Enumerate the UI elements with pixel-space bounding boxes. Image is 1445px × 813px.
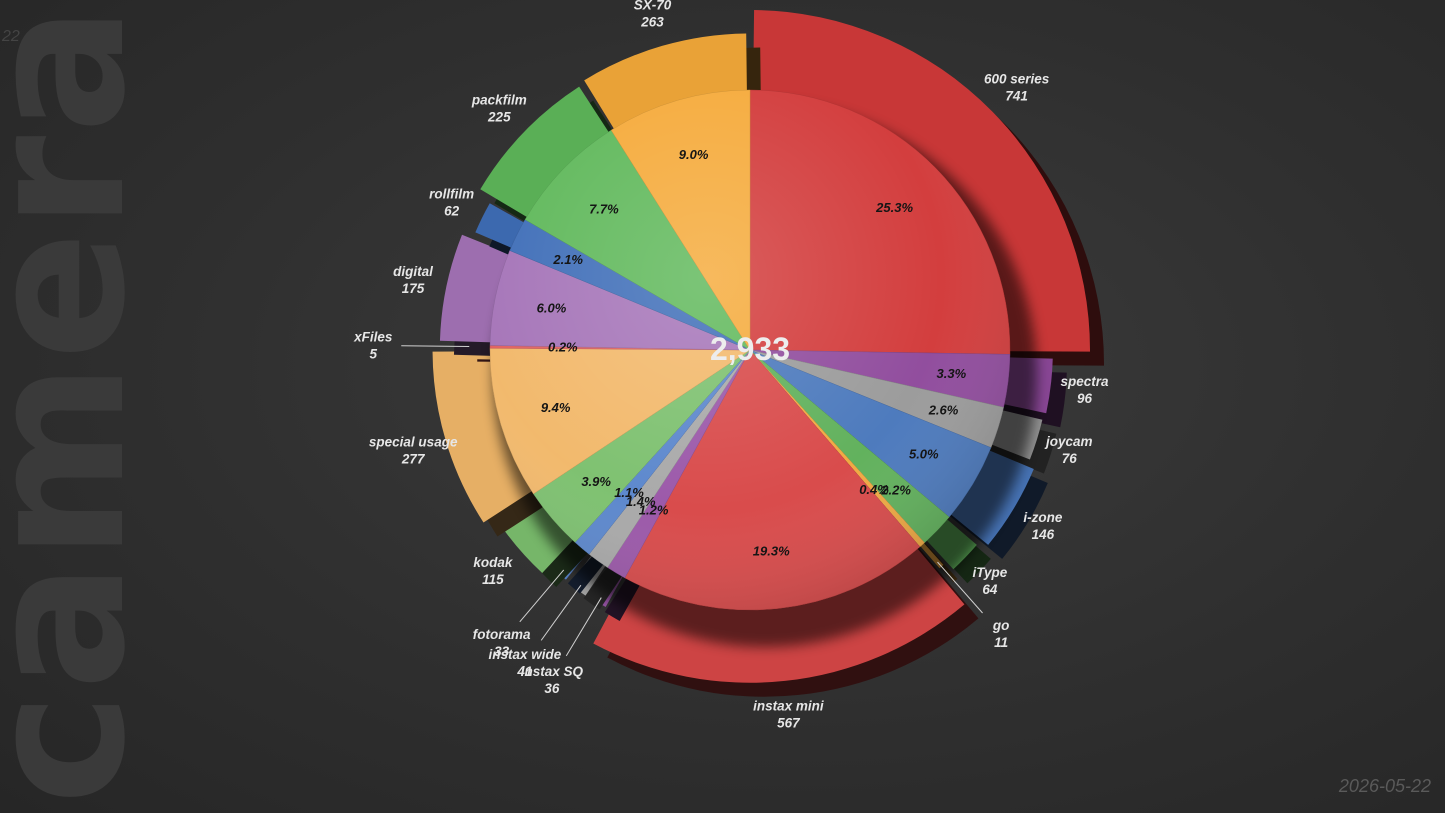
label-name-instax-wide: instax wide (488, 647, 561, 662)
label-name-special-usage: special usage (369, 434, 458, 449)
percent-rollfilm: 2.1% (552, 252, 583, 267)
label-value-special-usage: 277 (401, 451, 426, 466)
percent-instax-sq: 1.2% (639, 502, 669, 517)
label-kodak: kodak 115 (473, 555, 514, 587)
leader-lines (401, 345, 983, 657)
leader-instax-wide (540, 584, 582, 641)
label-name-600-series: 600 series (984, 72, 1050, 87)
percent-600-series: 25.3% (875, 200, 913, 215)
percent-digital: 6.0% (537, 301, 567, 316)
label-name-sx-70: SX-70 (634, 0, 672, 12)
label-value-packfilm: 225 (487, 110, 511, 125)
percent-labels: 25.3% 3.3% 2.6% 5.0% 2.2%0.4% 19.3% 1.2%1.4%1.… (537, 147, 967, 558)
leader-xfiles (401, 345, 470, 348)
label-special-usage: special usage 277 (369, 434, 458, 466)
label-name-digital: digital (393, 264, 433, 279)
label-spectra: spectra 96 (1060, 374, 1109, 406)
corner-number: 22 (2, 28, 20, 45)
percent-kodak: 3.9% (581, 474, 611, 489)
percent-itype: 2.2% (880, 483, 911, 498)
label-itype: iType 64 (973, 565, 1008, 597)
percent-xfiles: 0.2% (548, 340, 578, 355)
label-name-i-zone: i-zone (1023, 510, 1062, 525)
label-name-spectra: spectra (1060, 374, 1109, 389)
label-value-instax-sq: 36 (544, 681, 560, 696)
label-name-rollfilm: rollfilm (429, 187, 474, 202)
label-name-joycam: joycam (1044, 434, 1093, 449)
percent-fotorama: 1.1% (614, 485, 644, 500)
label-value-xfiles: 5 (370, 346, 378, 361)
label-value-digital: 175 (402, 281, 425, 296)
label-sx-70: SX-70 263 (634, 0, 672, 29)
percent-packfilm: 7.7% (589, 201, 619, 216)
label-value-rollfilm: 62 (444, 204, 460, 219)
percent-spectra: 3.3% (937, 366, 967, 381)
label-value-fotorama: 33 (494, 644, 510, 659)
label-fotorama: fotorama 33 (473, 627, 531, 659)
label-value-go: 11 (994, 635, 1008, 650)
percent-instax-mini: 19.3% (753, 544, 790, 559)
leader-go (937, 561, 983, 614)
label-i-zone: i-zone 146 (1023, 510, 1062, 542)
label-name-fotorama: fotorama (473, 627, 531, 642)
label-value-instax-wide: 41 (516, 664, 532, 679)
label-joycam: joycam 76 (1044, 434, 1093, 466)
label-xfiles: xFiles 5 (353, 329, 393, 361)
label-packfilm: packfilm 225 (471, 93, 527, 125)
percent-instax-wide: 1.4% (626, 494, 656, 509)
label-name-instax-sq: instax SQ (521, 664, 584, 679)
label-value-itype: 64 (982, 582, 998, 597)
label-go: go 11 (992, 618, 1010, 650)
label-value-sx-70: 263 (640, 14, 664, 29)
label-rollfilm: rollfilm 62 (429, 187, 474, 219)
label-value-instax-mini: 567 (777, 716, 801, 731)
percent-go: 0.4% (859, 482, 889, 497)
percent-special-usage: 9.4% (541, 400, 571, 415)
leader-fotorama (519, 569, 565, 623)
label-value-spectra: 96 (1077, 391, 1093, 406)
label-value-kodak: 115 (482, 572, 504, 587)
date-label: 2026-05-22 (1338, 776, 1431, 796)
label-value-i-zone: 146 (1032, 527, 1055, 542)
label-name-kodak: kodak (473, 555, 514, 570)
leader-instax-sq (565, 597, 602, 657)
label-name-itype: iType (973, 565, 1008, 580)
label-value-joycam: 76 (1062, 451, 1078, 466)
label-name-xfiles: xFiles (353, 329, 393, 344)
label-digital: digital 175 (393, 264, 433, 296)
label-600-series: 600 series 741 (984, 72, 1050, 104)
label-name-instax-mini: instax mini (753, 699, 824, 714)
total-label: 2,933 (710, 331, 790, 367)
label-instax-mini: instax mini 567 (753, 699, 824, 731)
label-instax-wide: instax wide 41 (488, 647, 561, 679)
label-instax-sq: instax SQ 36 (521, 664, 584, 696)
percent-joycam: 2.6% (928, 403, 959, 418)
percent-sx-70: 9.0% (679, 147, 709, 162)
label-value-600-series: 741 (1005, 89, 1028, 104)
percent-i-zone: 5.0% (909, 447, 939, 462)
label-name-go: go (992, 618, 1010, 633)
label-name-packfilm: packfilm (471, 93, 527, 108)
